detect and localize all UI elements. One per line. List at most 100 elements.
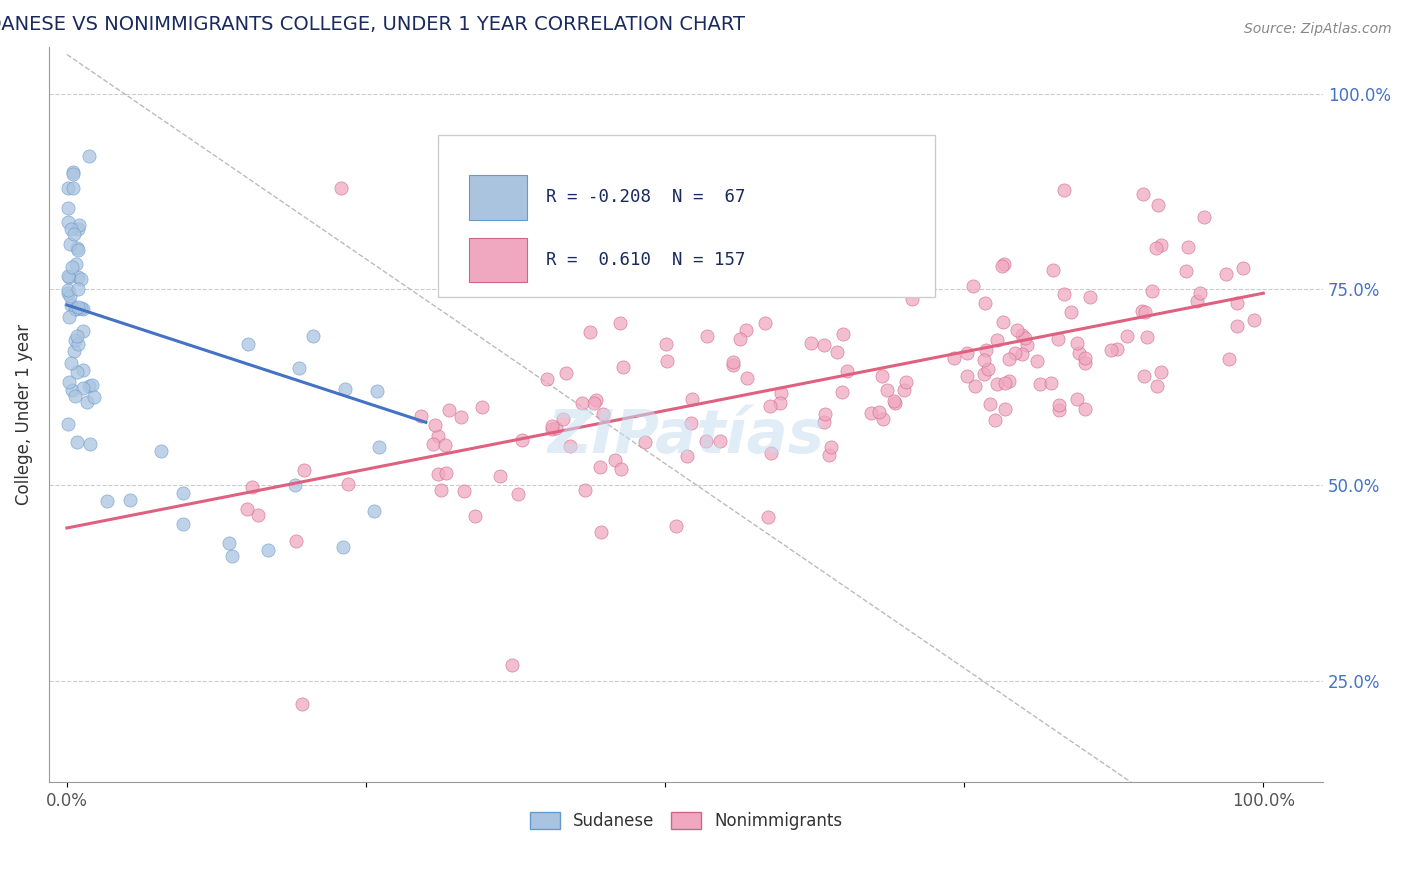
Point — [72, 363, 94, 377]
Point — [1116, 328, 1139, 343]
Point — [72, 301, 94, 316]
Point — [63, 344, 86, 359]
Point — [1146, 378, 1168, 392]
Point — [1243, 313, 1265, 327]
Point — [301, 329, 323, 343]
Point — [65, 434, 87, 449]
Point — [986, 333, 1008, 347]
Point — [508, 486, 530, 500]
FancyBboxPatch shape — [437, 135, 935, 297]
Y-axis label: College, Under 1 year: College, Under 1 year — [15, 324, 32, 505]
Point — [67, 219, 90, 233]
Point — [1069, 345, 1091, 359]
Point — [510, 434, 533, 448]
Point — [437, 402, 460, 417]
Point — [582, 396, 605, 410]
Point — [831, 384, 853, 399]
Bar — [470, 238, 527, 282]
Point — [59, 289, 82, 303]
Point — [58, 270, 80, 285]
Point — [56, 269, 79, 284]
Legend: Sudanese, Nonimmigrants: Sudanese, Nonimmigrants — [523, 805, 849, 837]
Point — [541, 422, 564, 436]
Point — [257, 542, 280, 557]
Point — [657, 354, 679, 368]
Point — [591, 525, 613, 540]
Point — [236, 502, 259, 516]
Point — [83, 390, 105, 404]
Point — [434, 466, 457, 480]
Point — [337, 477, 360, 491]
Point — [59, 237, 82, 252]
Point — [1047, 403, 1070, 417]
Point — [66, 337, 89, 351]
Point — [1136, 330, 1159, 344]
Point — [363, 503, 385, 517]
Point — [62, 260, 84, 274]
Point — [66, 240, 89, 254]
Point — [872, 412, 894, 426]
Point — [603, 453, 626, 467]
Point — [291, 697, 314, 711]
Point — [366, 384, 388, 398]
Point — [565, 259, 588, 273]
Point — [120, 492, 142, 507]
Point — [824, 201, 846, 215]
Point — [1175, 264, 1198, 278]
Point — [426, 428, 449, 442]
Point — [63, 333, 86, 347]
Point — [284, 533, 307, 548]
Point — [1040, 376, 1063, 390]
Point — [63, 301, 86, 316]
Point — [634, 435, 657, 450]
Point — [453, 484, 475, 499]
Point — [56, 417, 79, 431]
Point — [1107, 342, 1129, 356]
Point — [67, 282, 90, 296]
Point — [884, 395, 907, 409]
Point — [979, 397, 1001, 411]
Point — [56, 285, 79, 300]
Point — [288, 360, 311, 375]
Point — [709, 434, 731, 449]
Point — [592, 407, 614, 421]
Point — [409, 409, 432, 423]
Point — [610, 462, 633, 476]
Point — [1004, 346, 1026, 360]
Point — [66, 221, 89, 235]
Point — [240, 480, 263, 494]
Point — [58, 180, 80, 194]
Point — [56, 215, 79, 229]
Point — [66, 269, 89, 284]
Point — [735, 323, 758, 337]
Text: Source: ZipAtlas.com: Source: ZipAtlas.com — [1244, 22, 1392, 37]
Point — [489, 469, 512, 483]
Point — [62, 165, 84, 179]
Point — [62, 181, 84, 195]
Point — [589, 460, 612, 475]
Point — [150, 444, 173, 458]
Point — [70, 272, 93, 286]
Point — [721, 355, 744, 369]
Point — [695, 434, 717, 449]
Point — [65, 257, 87, 271]
Point — [329, 180, 352, 194]
Point — [62, 383, 84, 397]
Point — [612, 359, 634, 374]
Point — [1144, 241, 1167, 255]
Point — [884, 276, 907, 290]
Point — [1185, 293, 1208, 308]
Point — [820, 440, 842, 454]
Point — [1133, 305, 1156, 319]
Point — [962, 279, 984, 293]
Point — [1177, 240, 1199, 254]
Point — [1073, 401, 1095, 416]
Point — [665, 518, 688, 533]
Point — [60, 356, 83, 370]
Point — [58, 375, 80, 389]
Point — [831, 327, 853, 342]
Point — [728, 332, 751, 346]
Point — [769, 396, 792, 410]
Point — [72, 381, 94, 395]
Point — [1132, 369, 1154, 384]
